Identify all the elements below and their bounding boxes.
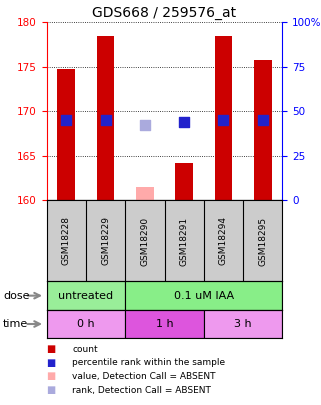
Text: GSM18229: GSM18229 (101, 217, 110, 265)
Point (182, 119, 187, 125)
Text: count: count (72, 345, 98, 354)
Text: GSM18295: GSM18295 (258, 216, 267, 266)
Bar (97, 36, 114, 200)
Bar (175, 163, 193, 200)
Text: GSM18294: GSM18294 (219, 217, 228, 265)
Text: GSM18291: GSM18291 (180, 216, 189, 266)
Point (64, 117, 69, 124)
Text: 1 h: 1 h (156, 319, 173, 329)
Point (142, 122, 147, 128)
Bar (125, 281, 282, 310)
Text: 3 h: 3 h (234, 319, 252, 329)
Text: ■: ■ (47, 344, 56, 354)
Bar (57, 68, 75, 200)
Bar (125, 310, 204, 338)
Text: 0.1 uM IAA: 0.1 uM IAA (174, 291, 234, 301)
Bar (215, 36, 232, 200)
Text: percentile rank within the sample: percentile rank within the sample (72, 358, 225, 367)
Text: 0 h: 0 h (77, 319, 95, 329)
Bar (47, 310, 125, 338)
Text: dose: dose (3, 291, 30, 301)
Bar (204, 310, 282, 338)
Text: ■: ■ (47, 358, 56, 368)
Bar (47, 281, 125, 310)
Bar (136, 187, 154, 200)
Bar (254, 60, 272, 200)
Text: ■: ■ (47, 371, 56, 382)
Text: ■: ■ (47, 385, 56, 395)
Text: rank, Detection Call = ABSENT: rank, Detection Call = ABSENT (72, 386, 211, 394)
Point (221, 117, 226, 124)
Text: value, Detection Call = ABSENT: value, Detection Call = ABSENT (72, 372, 216, 381)
Text: GSM18228: GSM18228 (62, 217, 71, 265)
Title: GDS668 / 259576_at: GDS668 / 259576_at (92, 6, 237, 20)
Point (260, 117, 265, 124)
Text: time: time (3, 319, 29, 329)
Text: GSM18290: GSM18290 (140, 216, 149, 266)
Point (103, 117, 108, 124)
Text: untreated: untreated (58, 291, 113, 301)
